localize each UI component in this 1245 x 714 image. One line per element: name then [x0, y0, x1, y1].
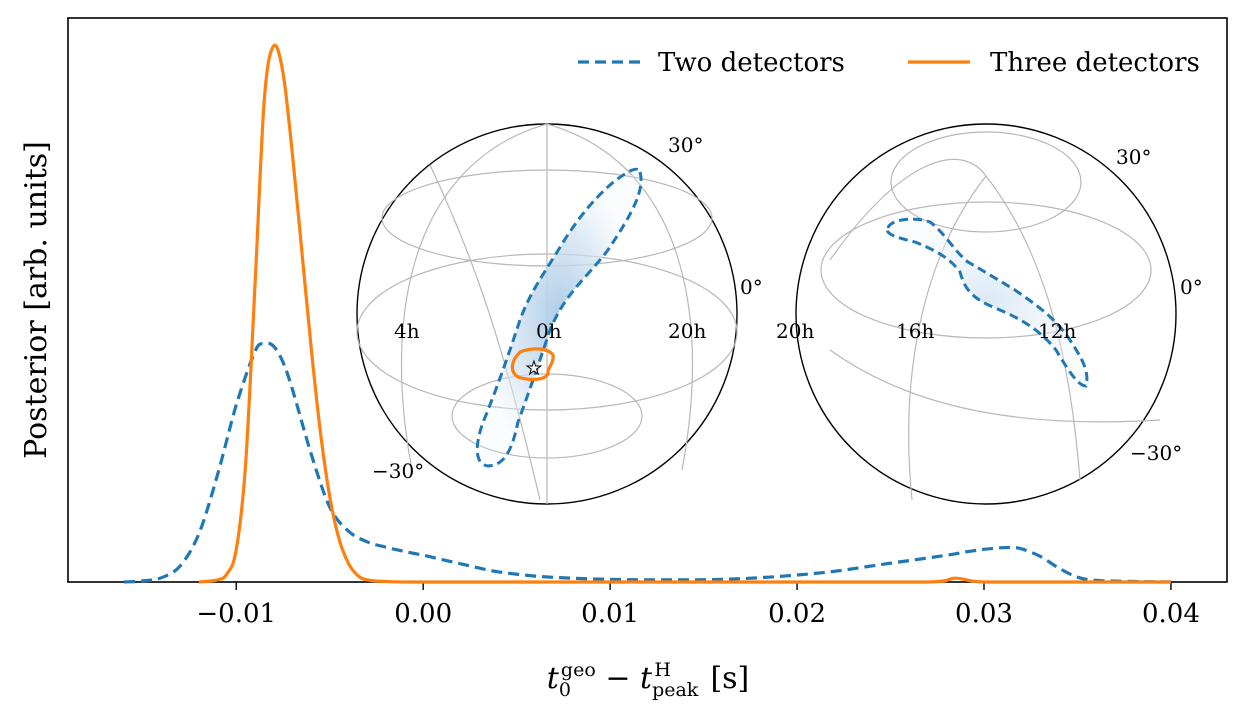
series-line-three-detectors — [198, 43, 1171, 584]
lat-label-minus30: −30° — [372, 459, 424, 483]
lat-label-minus30-b: −30° — [1130, 441, 1182, 465]
lat-label-30: 30° — [668, 133, 703, 157]
x-tick-label: 0.01 — [581, 599, 639, 629]
lat-label-0: 0° — [740, 275, 763, 299]
ra-label-20h: 20h — [668, 319, 706, 343]
two-detector-skymap: ★ 30° 0° −30° 4h 0h 20h — [356, 123, 763, 505]
lat-label-0-b: 0° — [1180, 275, 1203, 299]
y-axis-title: Posterior [arb. units] — [19, 141, 54, 459]
ra-label-20h-b: 20h — [776, 319, 814, 343]
x-tick-label: 0.02 — [768, 599, 826, 629]
legend-label-three-detectors: Three detectors — [990, 48, 1200, 78]
three-detector-credible-region — [510, 347, 555, 381]
ra-label-0h: 0h — [536, 319, 562, 343]
true-position-star-icon: ★ — [526, 358, 542, 379]
two-detector-credible-region-2 — [885, 217, 1089, 388]
legend: Two detectors Three detectors — [578, 48, 1200, 78]
legend-label-two-detectors: Two detectors — [658, 48, 845, 78]
ra-label-4h: 4h — [394, 319, 420, 343]
x-axis-ticks: −0.01 0.00 0.01 0.02 0.03 0.04 — [196, 582, 1200, 629]
ra-label-16h: 16h — [896, 319, 934, 343]
ra-label-12h: 12h — [1038, 319, 1076, 343]
x-tick-label: 0.04 — [1142, 599, 1200, 629]
series-line-two-detectors — [123, 341, 1171, 584]
two-detector-credible-region — [475, 167, 643, 468]
x-tick-label: 0.03 — [955, 599, 1013, 629]
lat-label-30-b: 30° — [1116, 145, 1151, 169]
three-detector-skymap: 30° 0° −30° 20h 16h 12h — [776, 123, 1203, 505]
x-tick-label: −0.01 — [196, 599, 276, 629]
x-axis-title: t0geo − tpeakH [s] — [547, 659, 750, 701]
x-tick-label: 0.00 — [394, 599, 452, 629]
